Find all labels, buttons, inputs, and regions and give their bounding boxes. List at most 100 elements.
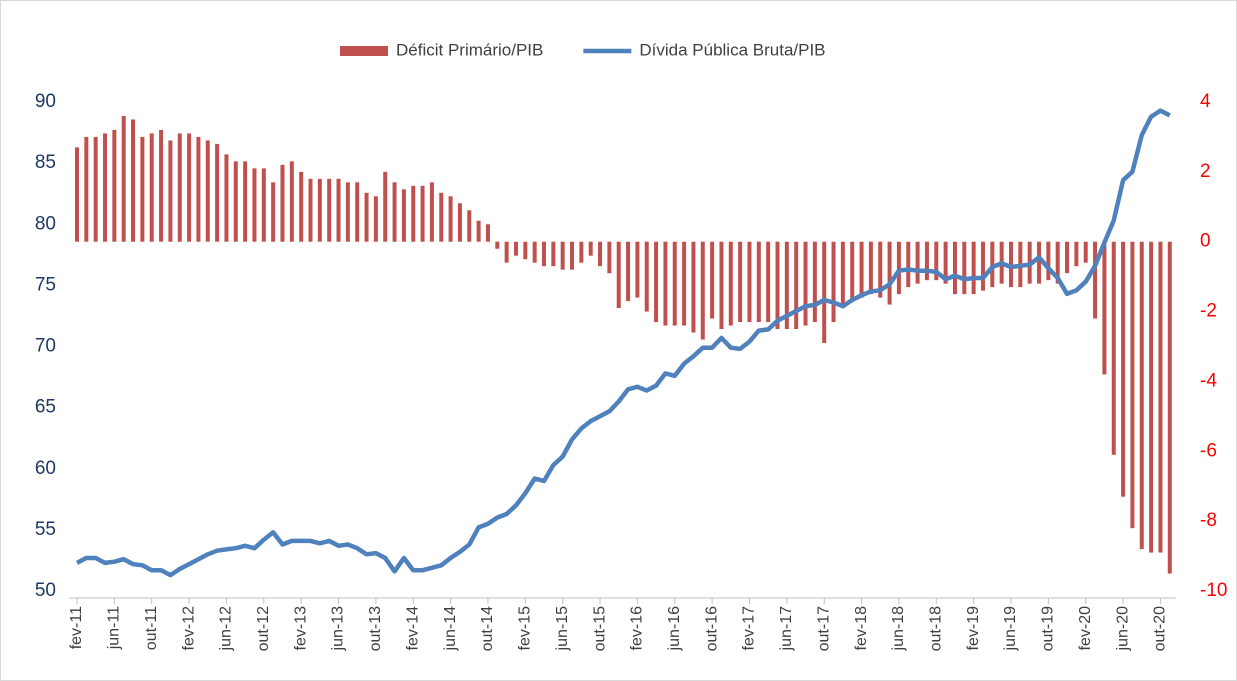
bar: [616, 241, 621, 309]
x-tick-label: jun-16: [666, 606, 683, 652]
bar: [700, 241, 705, 340]
x-tick-label: jun-19: [1002, 606, 1019, 652]
bar: [252, 168, 257, 242]
bar: [355, 182, 360, 242]
bar: [924, 241, 929, 281]
bar: [915, 241, 920, 284]
legend-label: Déficit Primário/PIB: [396, 40, 543, 59]
x-tick-label: jun-17: [778, 606, 795, 652]
bar: [663, 241, 668, 326]
bar: [131, 119, 136, 242]
y2-tick-label: -2: [1200, 301, 1217, 322]
bar: [775, 241, 780, 330]
y-tick-label: 85: [35, 152, 56, 173]
x-tick-label: fev-11: [68, 606, 85, 649]
bar: [532, 241, 537, 263]
x-tick-label: out-15: [591, 606, 608, 651]
bar: [261, 168, 266, 242]
legend-label: Dívida Pública Bruta/PIB: [639, 40, 825, 59]
bar: [1037, 241, 1042, 284]
bar: [738, 241, 743, 323]
bar: [373, 196, 378, 242]
bar: [317, 178, 322, 242]
x-tick-label: out-14: [479, 606, 496, 651]
y2-tick-label: 4: [1200, 91, 1211, 112]
bar: [784, 241, 789, 330]
bar: [1149, 241, 1154, 553]
bar: [1167, 241, 1172, 574]
bar: [934, 241, 939, 281]
bar: [233, 161, 238, 242]
bar: [794, 241, 799, 330]
bar: [1009, 241, 1013, 288]
x-tick-label: jun-13: [330, 606, 347, 652]
x-tick-label: fev-15: [517, 606, 534, 651]
bar: [728, 241, 733, 326]
x-tick-label: fev-14: [404, 606, 421, 651]
y2-tick-label: -8: [1200, 510, 1217, 531]
x-tick-label: jun-18: [890, 606, 907, 652]
bar: [887, 241, 892, 305]
bar: [756, 241, 761, 323]
bar: [906, 241, 911, 288]
bar: [607, 241, 612, 274]
bar: [1055, 241, 1060, 284]
bar: [196, 136, 201, 242]
bar: [149, 133, 154, 242]
bar: [682, 241, 687, 326]
y2-tick-label: 0: [1200, 231, 1211, 252]
bar: [243, 161, 248, 242]
bar: [980, 241, 985, 291]
bar: [364, 192, 369, 242]
bar: [289, 161, 294, 242]
bar: [579, 241, 584, 263]
y-tick-label: 70: [35, 336, 56, 357]
bar: [327, 178, 332, 242]
line: [75, 108, 1171, 578]
bar: [112, 129, 117, 242]
bar: [868, 241, 873, 295]
bar: [523, 241, 528, 260]
x-tick-label: out-20: [1152, 606, 1169, 651]
bar: [457, 203, 462, 242]
bar: [962, 241, 967, 295]
bar: [308, 178, 313, 242]
y-tick-label: 50: [35, 580, 56, 601]
bar: [831, 241, 836, 323]
bar: [504, 241, 509, 263]
x-tick-label: out-19: [1040, 606, 1057, 651]
bar: [429, 182, 434, 242]
bar: [103, 133, 108, 242]
y-tick-label: 60: [35, 458, 56, 479]
bar: [1074, 241, 1079, 267]
x-tick-label: out-13: [367, 606, 384, 651]
y-tick-label: 90: [35, 91, 56, 112]
x-tick-label: jun-11: [106, 606, 123, 650]
x-tick-label: jun-20: [1114, 606, 1131, 652]
bar: [467, 210, 472, 242]
bar: [840, 241, 845, 309]
y-tick-label: 55: [35, 519, 56, 540]
x-tick-label: fev-13: [292, 606, 309, 651]
bar: [476, 220, 481, 242]
bar: [971, 241, 976, 295]
y-tick-label: 65: [35, 397, 56, 418]
bar: [140, 136, 145, 242]
bar: [495, 241, 500, 249]
bar: [850, 241, 855, 302]
bar: [205, 140, 210, 242]
bar: [411, 185, 416, 242]
x-tick-label: fev-17: [741, 606, 758, 651]
bar: [766, 241, 771, 323]
bar: [75, 147, 79, 242]
legend-swatch: [340, 46, 388, 56]
bar: [1158, 241, 1163, 553]
x-tick-label: jun-15: [554, 606, 571, 652]
bar: [1111, 241, 1116, 455]
bar: [84, 136, 89, 242]
bar: [401, 189, 406, 242]
bar: [121, 115, 126, 242]
bar: [943, 241, 948, 284]
bar: [299, 171, 304, 242]
